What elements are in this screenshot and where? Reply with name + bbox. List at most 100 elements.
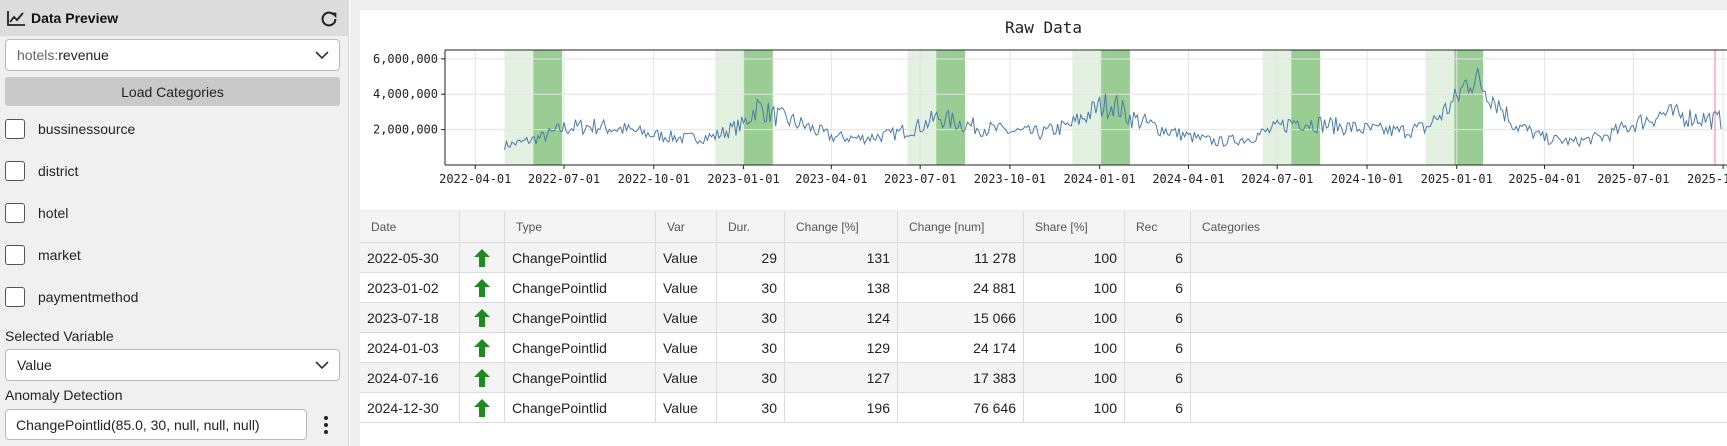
cell-var: Value [656,363,717,392]
x-tick-label: 2025-07-01 [1597,172,1669,186]
arrow-up-icon [474,338,490,357]
more-vert-icon[interactable] [318,414,334,436]
category-checkbox[interactable] [5,203,25,223]
category-item[interactable]: bussinessource [5,117,135,141]
cell-change-num: 17 383 [898,363,1024,392]
table-row[interactable]: 2023-01-02 ChangePointlid Value 30 138 24 881… [360,273,1727,303]
cell-type: ChangePointlid [505,333,656,362]
cell-change-pct: 131 [785,243,898,272]
cell-change-pct: 124 [785,303,898,332]
cell-change-num: 15 066 [898,303,1024,332]
load-categories-button[interactable]: Load Categories [5,77,340,106]
cell-type: ChangePointlid [505,363,656,392]
changepoint-band-pre [1425,50,1455,165]
category-item[interactable]: market [5,243,81,267]
table-header: Date Type Var Dur. Change [%] Change [nu… [360,212,1727,243]
cell-var: Value [656,333,717,362]
cell-rec: 6 [1125,243,1191,272]
raw-data-chart[interactable]: 2,000,000 4,000,000 6,000,000 2022-04-01 202… [360,10,1727,210]
sidebar-header: Data Preview [0,0,349,36]
cell-type: ChangePointlid [505,273,656,302]
header-date[interactable]: Date [360,212,460,242]
cell-type: ChangePointlid [505,303,656,332]
header-var[interactable]: Var [656,212,717,242]
cell-direction [460,273,505,302]
cell-duration: 30 [717,333,785,362]
refresh-icon[interactable] [318,8,340,30]
anomaly-detection-input[interactable] [5,409,307,440]
table-row[interactable]: 2024-07-16 ChangePointlid Value 30 127 17 383… [360,363,1727,393]
cell-share: 100 [1024,363,1125,392]
header-rec[interactable]: Rec [1125,212,1191,242]
cell-direction [460,333,505,362]
cell-categories [1191,333,1727,362]
cell-change-num: 24 174 [898,333,1024,362]
changepoint-band [533,50,563,165]
x-tick-label: 2022-10-01 [618,172,690,186]
category-item[interactable]: hotel [5,201,68,225]
header-duration[interactable]: Dur. [717,212,785,242]
cell-share: 100 [1024,273,1125,302]
chart-panel: Raw Data 2,000,000 4,000,000 6,000,000 2022… [360,10,1727,210]
dataset-separator: : [54,47,59,63]
changepoint-band [936,50,966,165]
cell-rec: 6 [1125,363,1191,392]
table-row[interactable]: 2024-01-03 ChangePointlid Value 30 129 24 174… [360,333,1727,363]
x-tick-label: 2024-07-01 [1241,172,1313,186]
cell-direction [460,303,505,332]
category-item[interactable]: paymentmethod [5,285,138,309]
table-row[interactable]: 2024-12-30 ChangePointlid Value 30 196 76 646… [360,393,1727,423]
changepoint-band [1454,50,1484,165]
cell-categories [1191,393,1727,422]
variable-select[interactable]: Value [5,349,340,381]
cell-var: Value [656,243,717,272]
cell-share: 100 [1024,303,1125,332]
cell-type: ChangePointlid [505,243,656,272]
table-row[interactable]: 2022-05-30 ChangePointlid Value 29 131 11 278… [360,243,1727,273]
category-checkbox[interactable] [5,161,25,181]
cell-categories [1191,363,1727,392]
category-item[interactable]: district [5,159,78,183]
category-checkbox[interactable] [5,119,25,139]
header-share[interactable]: Share [%] [1024,212,1125,242]
cell-change-pct: 196 [785,393,898,422]
y-tick-label: 6,000,000 [373,52,438,66]
y-tick-label: 2,000,000 [373,123,438,137]
category-label: bussinessource [38,121,136,137]
header-change-pct[interactable]: Change [%] [785,212,898,242]
header-change-num[interactable]: Change [num] [898,212,1024,242]
arrow-up-icon [474,278,490,297]
y-tick-label: 4,000,000 [373,87,438,101]
category-checkbox[interactable] [5,287,25,307]
x-tick-label: 2022-04-01 [439,172,511,186]
category-checkbox[interactable] [5,245,25,265]
chevron-down-icon [315,51,329,60]
x-tick-label: 2025-04-01 [1508,172,1580,186]
cell-duration: 30 [717,303,785,332]
cell-date: 2023-01-02 [360,273,460,302]
cell-categories [1191,273,1727,302]
header-type[interactable]: Type [505,212,656,242]
changepoint-band-pre [1072,50,1102,165]
cell-date: 2024-12-30 [360,393,460,422]
sidebar: Data Preview hotels: revenue Load Categor… [0,0,349,446]
table-row[interactable]: 2023-07-18 ChangePointlid Value 30 124 15 066… [360,303,1727,333]
chart-title: Raw Data [1004,18,1083,37]
main-area: Raw Data 2,000,000 4,000,000 6,000,000 2022… [350,0,1727,446]
header-categories[interactable]: Categories [1202,220,1261,234]
changepoint-band-pre [715,50,745,165]
cell-direction [460,243,505,272]
x-tick-label: 2023-10-01 [974,172,1046,186]
chevron-down-icon [315,361,329,370]
header-direction[interactable] [460,212,505,242]
cell-date: 2024-01-03 [360,333,460,362]
category-label: hotel [38,205,69,221]
cell-var: Value [656,393,717,422]
cell-change-pct: 127 [785,363,898,392]
cell-change-num: 76 646 [898,393,1024,422]
cell-categories [1191,303,1727,332]
dataset-select[interactable]: hotels: revenue [5,39,340,71]
cell-direction [460,393,505,422]
category-label: market [38,247,81,263]
cell-duration: 30 [717,393,785,422]
